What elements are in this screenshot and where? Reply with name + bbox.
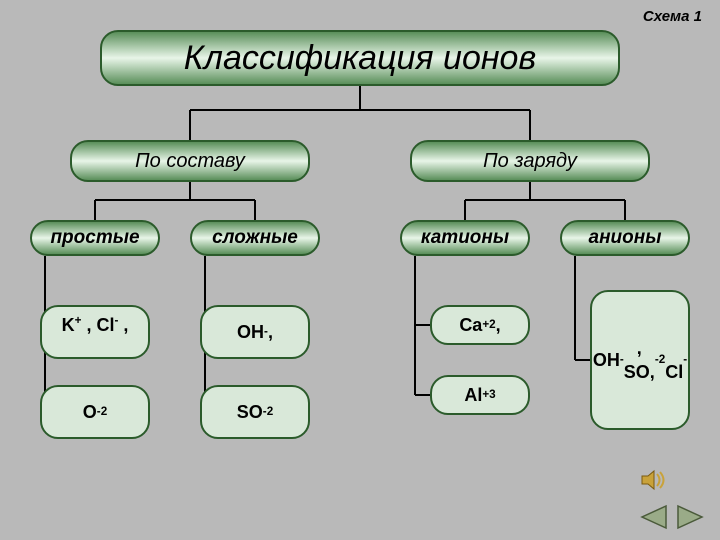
- cat-anions: анионы: [560, 220, 690, 256]
- leaf-anion: OH- ,SO,-2Cl-: [590, 290, 690, 430]
- cat-complex-label: сложные: [212, 227, 298, 249]
- cat-simple: простые: [30, 220, 160, 256]
- leaf-cation-2: Al+3: [430, 375, 530, 415]
- title-node: Классификация ионов: [100, 30, 620, 86]
- nav-next-icon[interactable]: [676, 504, 706, 530]
- cat-anions-label: анионы: [589, 227, 662, 249]
- sound-icon[interactable]: [640, 469, 666, 496]
- title-text: Классификация ионов: [184, 39, 536, 78]
- branch-composition: По составу: [70, 140, 310, 182]
- leaf-simple-2: O-2: [40, 385, 150, 439]
- leaf-complex-2: SO-2: [200, 385, 310, 439]
- nav-controls: [638, 504, 706, 530]
- cat-cations: катионы: [400, 220, 530, 256]
- nav-prev-icon[interactable]: [638, 504, 668, 530]
- leaf-simple-1: K+ , Cl- ,: [40, 305, 150, 359]
- cat-complex: сложные: [190, 220, 320, 256]
- leaf-cation-1: Ca+2 ,: [430, 305, 530, 345]
- leaf-complex-1: OH- ,: [200, 305, 310, 359]
- branch-charge-label: По заряду: [483, 150, 577, 173]
- cat-simple-label: простые: [50, 227, 139, 249]
- branch-composition-label: По составу: [135, 150, 245, 173]
- scheme-label: Схема 1: [643, 8, 702, 25]
- branch-charge: По заряду: [410, 140, 650, 182]
- cat-cations-label: катионы: [421, 227, 509, 249]
